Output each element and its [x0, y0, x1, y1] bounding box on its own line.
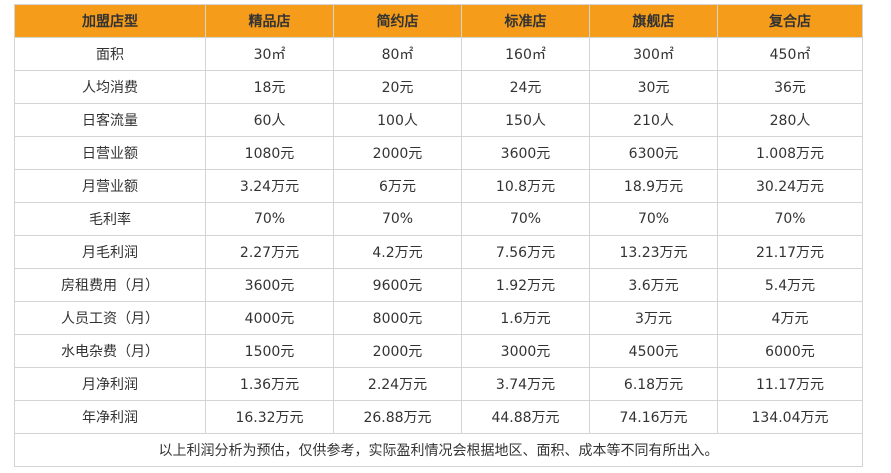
- table-cell-flagship-value: 4500元: [589, 334, 718, 368]
- table-body: 面积 30㎡ 80㎡ 160㎡ 300㎡ 450㎡ 人均消费 18元 20元 24元 30元 36元日…: [14, 37, 863, 434]
- table-cell-standard-value: 3000元: [461, 334, 590, 368]
- table-cell-simple-value: 2.24万元: [333, 367, 462, 401]
- table-cell-row-label: 月净利润: [14, 367, 206, 401]
- table-row: 月毛利润 2.27万元 4.2万元 7.56万元 13.23万元 21.17万元: [14, 235, 863, 269]
- table-cell-standard-value: 1.92万元: [461, 268, 590, 302]
- table-cell-simple-value: 70%: [333, 202, 462, 236]
- table-cell-row-label: 房租费用（月）: [14, 268, 206, 302]
- table-cell-row-label: 月营业额: [14, 169, 206, 203]
- table-cell-boutique-value: 1500元: [205, 334, 334, 368]
- table-cell-standard-value: 3.74万元: [461, 367, 590, 401]
- table-cell-boutique-value: 2.27万元: [205, 235, 334, 269]
- table-cell-standard-value: 24元: [461, 70, 590, 104]
- table-row: 房租费用（月） 3600元 9600元 1.92万元 3.6万元 5.4万元: [14, 268, 863, 302]
- table-cell-flagship-value: 300㎡: [589, 37, 718, 71]
- table-cell-standard-value: 7.56万元: [461, 235, 590, 269]
- table-cell-flagship-value: 74.16万元: [589, 400, 718, 434]
- table-cell-boutique-value: 30㎡: [205, 37, 334, 71]
- table-cell-simple-value: 80㎡: [333, 37, 462, 71]
- table-cell-flagship-value: 30元: [589, 70, 718, 104]
- table-cell-row-label: 面积: [14, 37, 206, 71]
- table-cell-flagship-value: 3.6万元: [589, 268, 718, 302]
- table-cell-simple-value: 26.88万元: [333, 400, 462, 434]
- table-cell-flagship-value: 18.9万元: [589, 169, 718, 203]
- table-cell-standard-value: 10.8万元: [461, 169, 590, 203]
- table-cell-simple-value: 100人: [333, 103, 462, 137]
- table-cell-composite-value: 11.17万元: [717, 367, 863, 401]
- table-cell-composite-value: 1.008万元: [717, 136, 863, 170]
- table-cell-row-label: 月毛利润: [14, 235, 206, 269]
- table-cell-standard-value: 3600元: [461, 136, 590, 170]
- table-cell-standard-value: 150人: [461, 103, 590, 137]
- table-cell-composite-value: 4万元: [717, 301, 863, 335]
- table-row: 毛利率 70% 70% 70% 70% 70%: [14, 202, 863, 236]
- table-note-row: 以上利润分析为预估，仅供参考，实际盈利情况会根据地区、面积、成本等不同有所出入。: [14, 433, 863, 467]
- table-row: 人均消费 18元 20元 24元 30元 36元: [14, 70, 863, 104]
- table-cell-flagship-value: 6.18万元: [589, 367, 718, 401]
- table-cell-standard-value: 70%: [461, 202, 590, 236]
- header-flagship-store: 旗舰店: [589, 4, 718, 38]
- table-cell-boutique-value: 1080元: [205, 136, 334, 170]
- table-cell-simple-value: 20元: [333, 70, 462, 104]
- table-cell-standard-value: 160㎡: [461, 37, 590, 71]
- table-row: 日客流量 60人 100人 150人 210人 280人: [14, 103, 863, 137]
- table-cell-row-label: 日营业额: [14, 136, 206, 170]
- table-cell-composite-value: 70%: [717, 202, 863, 236]
- table-row: 水电杂费（月） 1500元 2000元 3000元 4500元 6000元: [14, 334, 863, 368]
- table-cell-boutique-value: 60人: [205, 103, 334, 137]
- table-cell-composite-value: 21.17万元: [717, 235, 863, 269]
- table-row: 面积 30㎡ 80㎡ 160㎡ 300㎡ 450㎡: [14, 37, 863, 71]
- table-note: 以上利润分析为预估，仅供参考，实际盈利情况会根据地区、面积、成本等不同有所出入。: [14, 433, 863, 467]
- table-cell-row-label: 人员工资（月）: [14, 301, 206, 335]
- table-cell-composite-value: 450㎡: [717, 37, 863, 71]
- table-cell-flagship-value: 13.23万元: [589, 235, 718, 269]
- table-cell-simple-value: 2000元: [333, 136, 462, 170]
- table-row: 月营业额 3.24万元 6万元 10.8万元 18.9万元 30.24万元: [14, 169, 863, 203]
- table-cell-boutique-value: 18元: [205, 70, 334, 104]
- table-cell-simple-value: 8000元: [333, 301, 462, 335]
- table-row: 人员工资（月） 4000元 8000元 1.6万元 3万元 4万元: [14, 301, 863, 335]
- profit-analysis-table: 加盟店型 精品店 简约店 标准店 旗舰店 复合店 面积 30㎡ 80㎡ 160㎡ 300…: [14, 4, 863, 467]
- table-cell-boutique-value: 16.32万元: [205, 400, 334, 434]
- table-cell-boutique-value: 3600元: [205, 268, 334, 302]
- profit-table-container: 加盟店型 精品店 简约店 标准店 旗舰店 复合店 面积 30㎡ 80㎡ 160㎡ 300…: [14, 4, 863, 467]
- header-simple-store: 简约店: [333, 4, 462, 38]
- table-cell-composite-value: 5.4万元: [717, 268, 863, 302]
- table-cell-simple-value: 9600元: [333, 268, 462, 302]
- table-cell-simple-value: 6万元: [333, 169, 462, 203]
- table-cell-boutique-value: 70%: [205, 202, 334, 236]
- table-row: 日营业额 1080元 2000元 3600元 6300元 1.008万元: [14, 136, 863, 170]
- table-cell-composite-value: 280人: [717, 103, 863, 137]
- header-composite-store: 复合店: [717, 4, 863, 38]
- table-cell-flagship-value: 6300元: [589, 136, 718, 170]
- table-row: 年净利润 16.32万元 26.88万元 44.88万元 74.16万元 134.04万元: [14, 400, 863, 434]
- header-boutique-store: 精品店: [205, 4, 334, 38]
- table-cell-composite-value: 134.04万元: [717, 400, 863, 434]
- table-row: 月净利润 1.36万元 2.24万元 3.74万元 6.18万元 11.17万元: [14, 367, 863, 401]
- header-standard-store: 标准店: [461, 4, 590, 38]
- table-cell-simple-value: 4.2万元: [333, 235, 462, 269]
- table-cell-boutique-value: 4000元: [205, 301, 334, 335]
- table-cell-composite-value: 30.24万元: [717, 169, 863, 203]
- table-cell-standard-value: 1.6万元: [461, 301, 590, 335]
- table-cell-row-label: 人均消费: [14, 70, 206, 104]
- table-cell-row-label: 水电杂费（月）: [14, 334, 206, 368]
- table-cell-standard-value: 44.88万元: [461, 400, 590, 434]
- table-cell-flagship-value: 3万元: [589, 301, 718, 335]
- table-cell-flagship-value: 70%: [589, 202, 718, 236]
- table-cell-row-label: 日客流量: [14, 103, 206, 137]
- table-header-row: 加盟店型 精品店 简约店 标准店 旗舰店 复合店: [14, 4, 863, 38]
- table-cell-flagship-value: 210人: [589, 103, 718, 137]
- table-cell-row-label: 毛利率: [14, 202, 206, 236]
- header-store-type: 加盟店型: [14, 4, 206, 38]
- table-cell-boutique-value: 1.36万元: [205, 367, 334, 401]
- table-cell-row-label: 年净利润: [14, 400, 206, 434]
- table-cell-composite-value: 36元: [717, 70, 863, 104]
- table-cell-composite-value: 6000元: [717, 334, 863, 368]
- table-cell-boutique-value: 3.24万元: [205, 169, 334, 203]
- table-cell-simple-value: 2000元: [333, 334, 462, 368]
